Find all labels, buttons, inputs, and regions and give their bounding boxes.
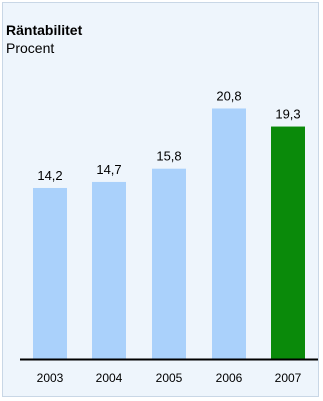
bar-2007: [271, 126, 305, 359]
chart-title: Räntabilitet: [6, 22, 83, 38]
value-label-2007: 19,3: [275, 107, 300, 122]
value-label-2003: 14,2: [37, 168, 62, 183]
x-tick-label-2005: 2005: [156, 371, 183, 385]
value-labels-group: 14,2 14,7 15,8 20,8 19,3: [37, 88, 300, 182]
bar-2005: [152, 168, 186, 359]
value-label-2004: 14,7: [96, 162, 121, 177]
x-tick-label-2006: 2006: [216, 371, 243, 385]
value-label-2005: 15,8: [156, 149, 181, 164]
value-label-2006: 20,8: [216, 88, 241, 103]
bar-2006: [212, 108, 246, 359]
tick-labels-group: 2003 2004 2005 2006 2007: [37, 371, 302, 385]
chart-subtitle: Procent: [6, 40, 55, 56]
x-tick-label-2007: 2007: [275, 371, 302, 385]
bar-2004: [92, 181, 126, 359]
bars-group: [33, 108, 305, 359]
x-tick-label-2003: 2003: [37, 371, 64, 385]
bar-2003: [33, 187, 67, 359]
x-tick-label-2004: 2004: [96, 371, 123, 385]
